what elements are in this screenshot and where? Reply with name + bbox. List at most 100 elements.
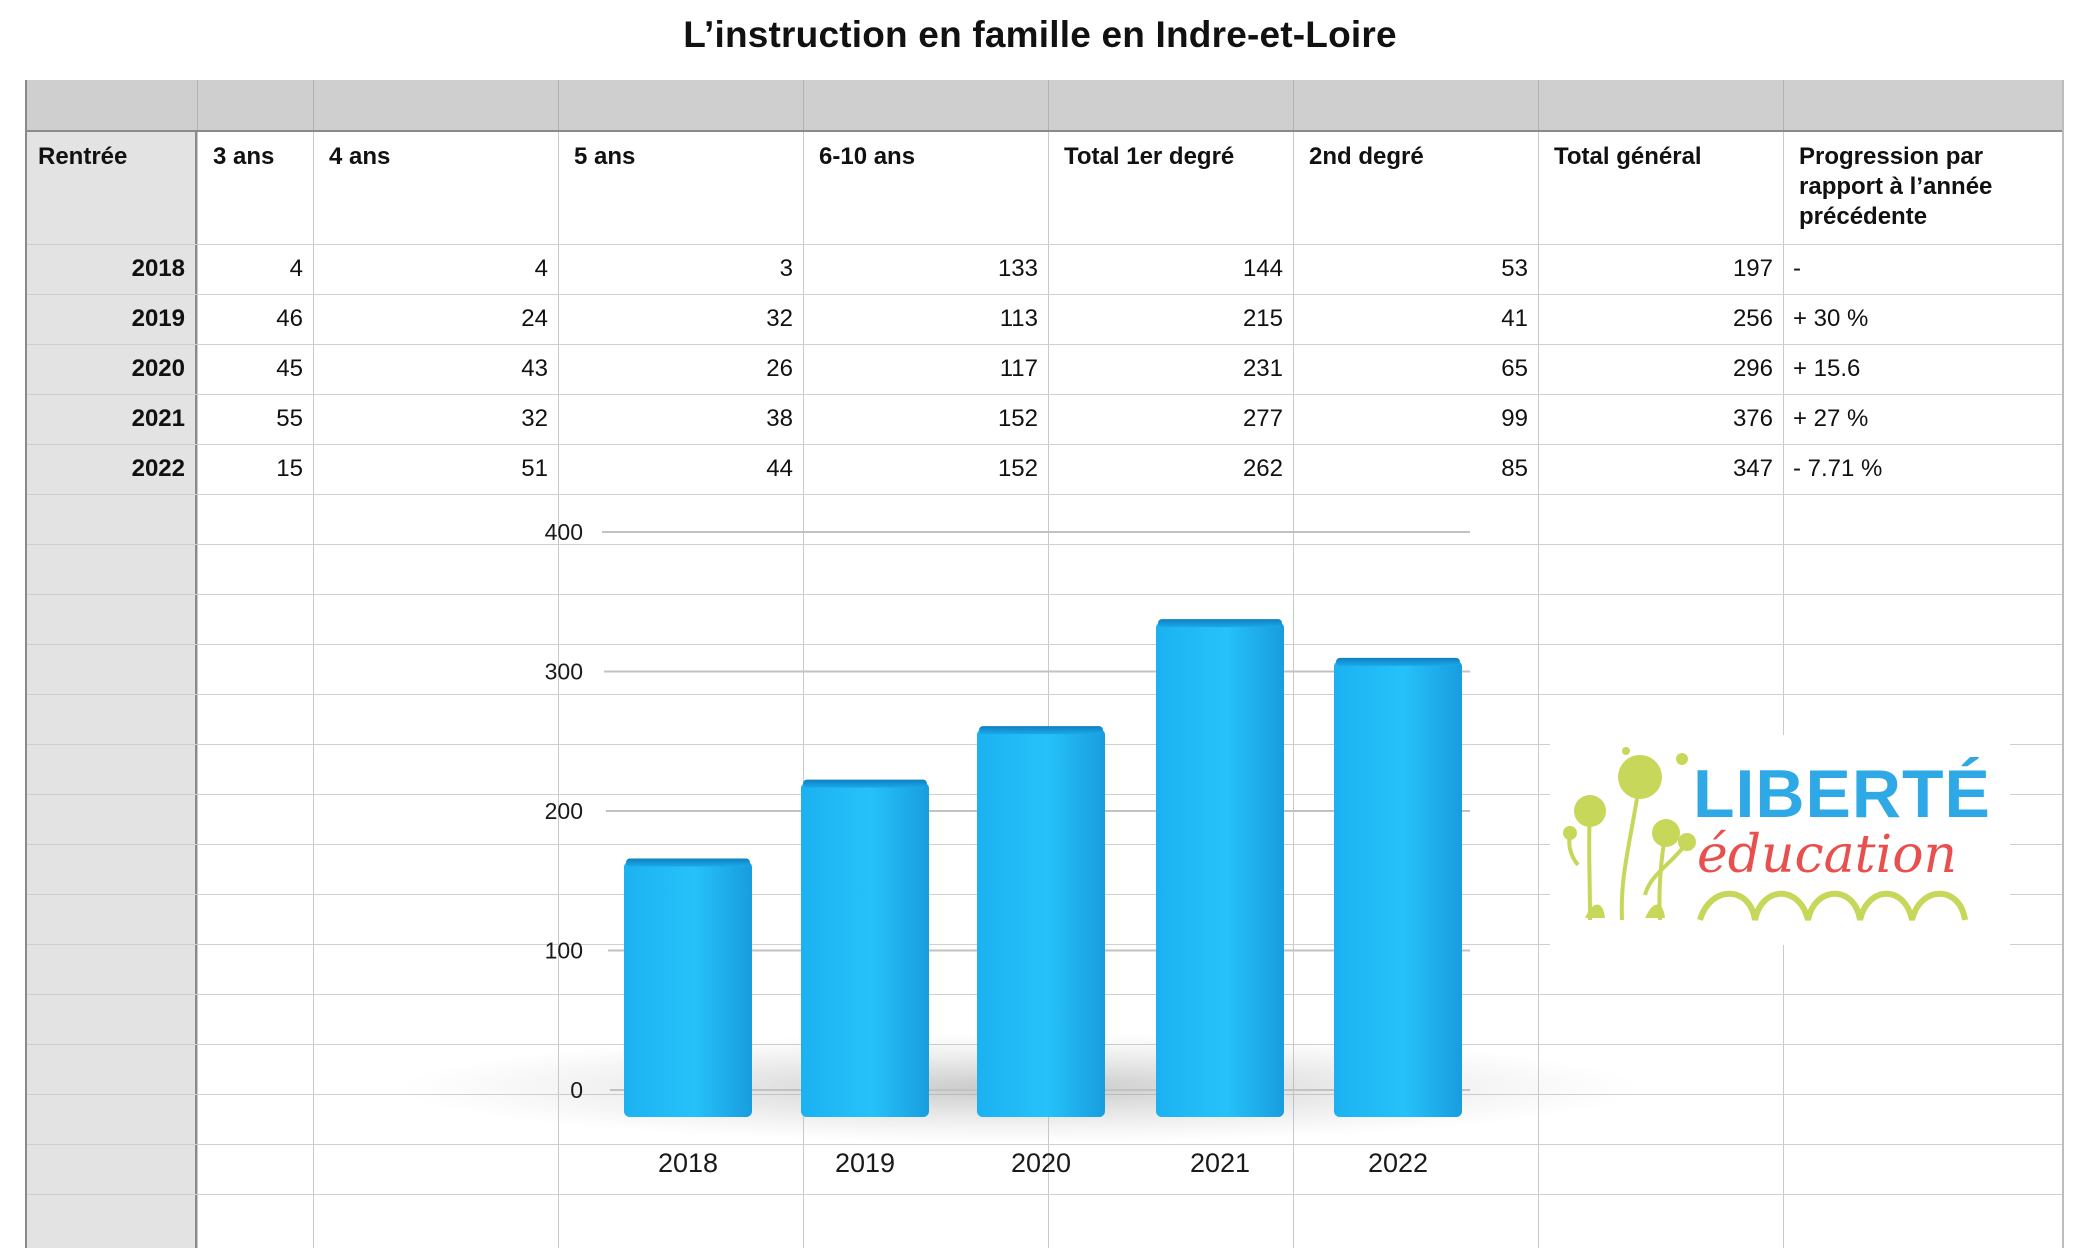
table-cell: 3 — [779, 255, 793, 282]
row-divider — [27, 644, 2062, 645]
table-cell: 24 — [521, 305, 548, 332]
table-cell: 15 — [276, 455, 303, 482]
row-header-column — [27, 132, 197, 1248]
table-cell: 215 — [1242, 305, 1283, 332]
table-cell: 45 — [276, 355, 303, 382]
header-column-divider — [197, 80, 198, 130]
x-tick-label: 2019 — [835, 1148, 895, 1178]
table-cell: 38 — [766, 405, 793, 432]
row-divider — [27, 544, 2062, 545]
chart-bars — [624, 619, 1462, 1117]
header-column-divider — [1293, 80, 1294, 130]
table-cell: 46 — [276, 305, 303, 332]
x-tick-label: 2021 — [1190, 1148, 1250, 1178]
table-cell: 197 — [1732, 255, 1773, 282]
row-divider — [27, 1144, 2062, 1145]
row-divider — [27, 244, 2062, 245]
table-cell: 277 — [1242, 405, 1283, 432]
bar-cap — [1158, 619, 1282, 628]
table-cell: + 15.6 — [1793, 355, 1861, 382]
table-cell: 4 — [289, 255, 303, 282]
row-divider — [27, 494, 2062, 495]
column-divider — [803, 132, 804, 1248]
table-cell: 43 — [521, 355, 548, 382]
bar — [801, 779, 929, 1117]
column-divider — [1538, 132, 1539, 1248]
table-cell: 41 — [1501, 305, 1528, 332]
column-divider — [1293, 132, 1294, 1248]
bar-shading — [801, 782, 929, 1117]
table-cell: 144 — [1242, 255, 1283, 282]
column-divider — [1783, 132, 1784, 1248]
table-cell: 296 — [1732, 355, 1773, 382]
table-cell: 85 — [1501, 455, 1528, 482]
bar — [1156, 619, 1284, 1117]
bar-shading — [1334, 660, 1462, 1117]
bar-shading — [977, 729, 1105, 1117]
x-tick-label: 2022 — [1368, 1148, 1428, 1178]
liberte-education-logo: LIBERTÉ éducation — [1550, 735, 2010, 945]
table-cell: 65 — [1501, 355, 1528, 382]
row-year-cell: 2018 — [131, 255, 185, 282]
row-divider — [27, 294, 2062, 295]
bar-shading — [1156, 622, 1284, 1117]
table-cell: 231 — [1242, 355, 1283, 382]
header-column-divider — [1048, 80, 1049, 130]
column-header: 4 ans — [329, 143, 391, 170]
table-cell: 51 — [521, 455, 548, 482]
table-cell: + 30 % — [1793, 305, 1869, 332]
x-tick-label: 2020 — [1011, 1148, 1071, 1178]
table-cell: 99 — [1501, 405, 1528, 432]
table-cell: - 7.71 % — [1793, 455, 1883, 482]
spreadsheet: Rentrée 3 ans 4 ans 5 ans 6-10 ans Total 1er … — [25, 80, 2064, 1248]
column-header: Rentrée — [38, 143, 128, 170]
table-cell: 262 — [1242, 455, 1283, 482]
table-cell: 26 — [766, 355, 793, 382]
column-header: 3 ans — [213, 143, 275, 170]
y-axis-ticks: 0 100 200 300 400 — [545, 519, 583, 1103]
row-year-cell: 2022 — [131, 455, 185, 482]
logo-text-liberte: LIBERTÉ — [1693, 756, 1991, 832]
table-cell: 113 — [999, 305, 1038, 332]
row-year-cell: 2020 — [131, 355, 185, 382]
row-year-cell: 2019 — [131, 305, 185, 332]
column-header: Total 1er degré — [1064, 143, 1235, 170]
x-axis-labels: 2018 2019 2020 2021 2022 — [658, 1148, 1428, 1178]
bar — [624, 858, 752, 1117]
table-cell: 32 — [766, 305, 793, 332]
table-cell: 44 — [766, 455, 793, 482]
table-cell: 133 — [997, 255, 1038, 282]
header-column-divider — [1783, 80, 1784, 130]
table-cell: 152 — [997, 405, 1038, 432]
page-title: L’instruction en famille en Indre-et-Loi… — [683, 14, 1397, 55]
y-tick-label: 100 — [545, 938, 583, 964]
column-divider — [1048, 132, 1049, 1248]
y-tick-label: 300 — [545, 659, 583, 685]
table-cell: 347 — [1732, 455, 1773, 482]
bar-cap — [979, 726, 1103, 735]
column-header: 2nd degré — [1309, 143, 1424, 170]
column-header-bar — [27, 80, 2062, 132]
flower-icon — [1563, 747, 1968, 921]
bar — [977, 726, 1105, 1117]
column-divider — [558, 132, 559, 1248]
row-divider — [27, 1194, 2062, 1195]
column-header: Progression par rapport à l’année précéd… — [1799, 143, 1993, 230]
header-column-divider — [558, 80, 559, 130]
column-header: 5 ans — [574, 143, 636, 170]
y-tick-label: 200 — [545, 798, 583, 824]
table-cell: 152 — [997, 455, 1038, 482]
table-cell: 53 — [1501, 255, 1528, 282]
bar-cap — [803, 779, 927, 788]
column-header: 6-10 ans — [819, 143, 916, 170]
header-column-divider — [803, 80, 804, 130]
y-tick-label: 400 — [545, 519, 583, 545]
table-cell: 32 — [521, 405, 548, 432]
column-divider — [197, 132, 198, 1248]
column-header: Total général — [1554, 143, 1702, 170]
row-divider — [27, 594, 2062, 595]
table-cell: 4 — [534, 255, 548, 282]
table-cell: + 27 % — [1793, 405, 1869, 432]
table-cell: - — [1793, 255, 1801, 282]
